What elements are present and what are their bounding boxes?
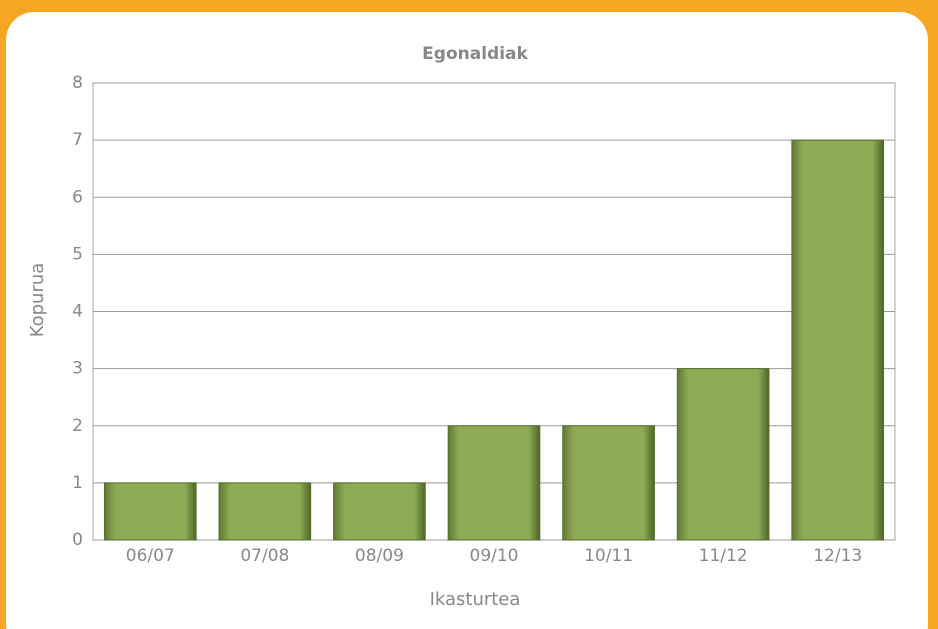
x-tick-label: 10/11 bbox=[584, 546, 633, 566]
y-tick-label: 6 bbox=[72, 187, 83, 207]
bar bbox=[562, 425, 655, 541]
bar bbox=[791, 139, 885, 541]
x-tick-label: 09/10 bbox=[470, 546, 519, 566]
bar bbox=[447, 425, 541, 541]
bar bbox=[103, 482, 197, 541]
bar bbox=[218, 482, 312, 541]
y-axis-label: Kopurua bbox=[27, 263, 48, 338]
x-tick-label: 12/13 bbox=[813, 546, 862, 566]
y-tick-label: 0 bbox=[72, 530, 83, 550]
x-tick-label: 11/12 bbox=[699, 546, 748, 566]
y-tick-label: 4 bbox=[72, 302, 83, 322]
y-tick-label: 8 bbox=[72, 73, 83, 93]
chart-title: Egonaldiak bbox=[422, 44, 528, 64]
y-tick-label: 3 bbox=[72, 359, 83, 379]
y-tick-label: 7 bbox=[72, 130, 83, 150]
x-tick-label: 07/08 bbox=[240, 546, 289, 566]
x-tick-label: 06/07 bbox=[126, 546, 175, 566]
y-tick-label: 2 bbox=[72, 416, 83, 436]
bar bbox=[333, 482, 426, 541]
y-tick-label: 5 bbox=[72, 244, 83, 264]
bar bbox=[676, 368, 770, 541]
x-tick-label: 08/09 bbox=[355, 546, 404, 566]
x-axis-label: Ikasturtea bbox=[430, 589, 521, 610]
y-tick-label: 1 bbox=[72, 473, 83, 493]
